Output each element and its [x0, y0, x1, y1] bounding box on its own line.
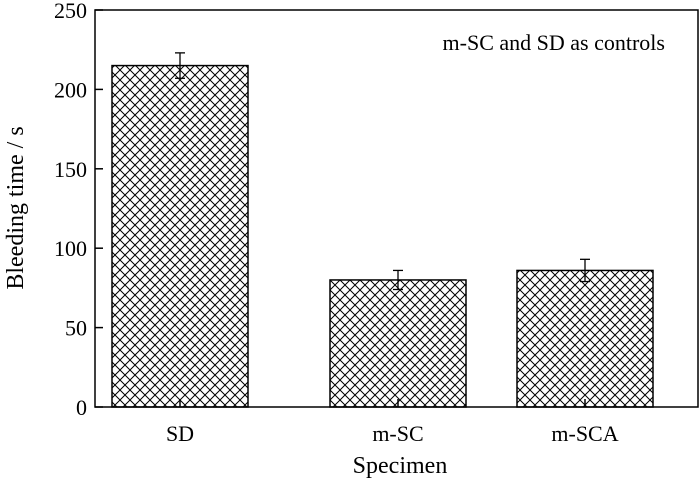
bar-m-sca [516, 269, 654, 408]
chart-annotation: m-SC and SD as controls [443, 30, 665, 55]
y-tick-label: 250 [54, 0, 87, 23]
bar-sd [111, 64, 249, 408]
y-tick-label: 100 [54, 236, 87, 261]
error-bar-sd [175, 52, 185, 79]
y-tick-label: 200 [54, 77, 87, 102]
x-tick-label: SD [166, 421, 194, 446]
y-tick-label: 0 [76, 395, 87, 420]
x-tick-label: m-SCA [551, 421, 618, 446]
x-axis-label: Specimen [353, 453, 448, 479]
bars-group [111, 64, 654, 408]
error-bar-m-sca [580, 258, 590, 283]
x-ticks-group: SD m-SC m-SCA [166, 399, 619, 446]
error-bars-group [175, 52, 590, 291]
plot-frame [94, 9, 699, 408]
x-tick-label: m-SC [372, 421, 423, 446]
y-tick-label: 150 [54, 157, 87, 182]
bar-m-sc [329, 279, 467, 408]
y-ticks-group: 0 50 100 150 200 250 [54, 0, 103, 420]
error-bar-m-sc [393, 269, 403, 291]
y-tick-label: 50 [65, 316, 87, 341]
y-axis-label: Bleeding time / s [3, 126, 29, 289]
